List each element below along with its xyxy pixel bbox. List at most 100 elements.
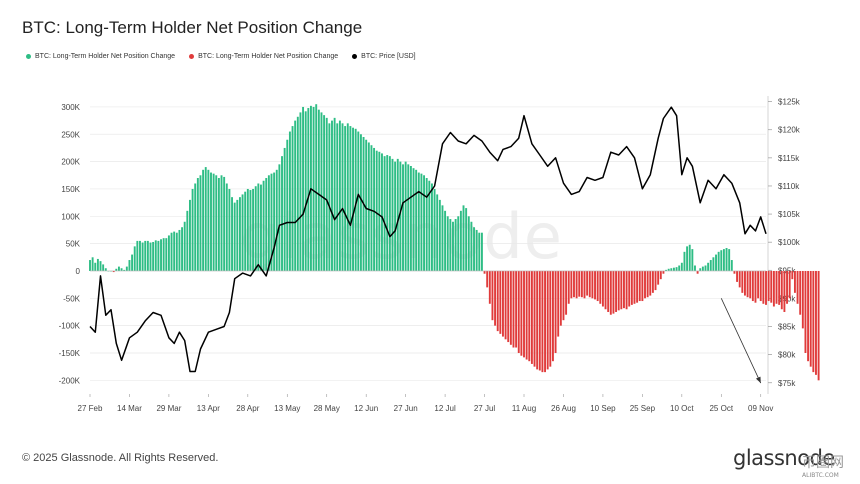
bar <box>375 150 378 271</box>
bar <box>183 221 186 271</box>
bar <box>115 268 118 271</box>
bar <box>486 270 489 288</box>
bar <box>473 227 475 271</box>
bar <box>365 139 368 271</box>
x-tick-label: 28 May <box>314 404 340 413</box>
y-tick-right: $110k <box>778 182 800 191</box>
bar <box>759 270 762 302</box>
bar <box>304 111 307 271</box>
bar <box>717 251 720 271</box>
bar <box>549 270 552 367</box>
bar <box>423 175 426 271</box>
bar <box>317 109 320 271</box>
bar <box>383 156 386 271</box>
bar <box>615 270 618 312</box>
bar <box>391 158 394 271</box>
bar <box>741 270 744 293</box>
bar <box>270 173 273 271</box>
bar <box>315 104 318 271</box>
bar <box>175 232 178 271</box>
bar <box>623 270 625 309</box>
chart-title: BTC: Long-Term Holder Net Position Chang… <box>22 18 363 37</box>
bar <box>260 184 262 271</box>
bar <box>815 270 817 375</box>
bar <box>417 172 420 271</box>
bar <box>149 242 152 271</box>
x-tick-label: 29 Mar <box>156 404 181 413</box>
bar <box>612 270 615 314</box>
bar <box>644 270 646 299</box>
annotation-arrow-head <box>755 376 761 384</box>
bar <box>341 123 344 271</box>
y-tick-left: -200K <box>59 376 81 385</box>
bar <box>512 270 515 348</box>
bar <box>596 270 599 302</box>
bar <box>278 164 281 271</box>
bar <box>223 176 226 271</box>
bar <box>160 239 162 271</box>
bar <box>120 268 123 271</box>
bar <box>181 227 184 271</box>
bar <box>167 235 170 271</box>
bar <box>528 270 531 362</box>
bar <box>394 161 397 271</box>
bar <box>793 270 796 293</box>
bar <box>536 270 539 370</box>
bar <box>786 270 788 304</box>
bar <box>601 270 604 307</box>
bar <box>775 270 778 304</box>
bar <box>396 158 399 271</box>
bar <box>323 115 326 271</box>
bar <box>604 270 607 310</box>
bar <box>236 199 239 271</box>
y-tick-right: $95k <box>778 266 796 275</box>
legend-item-negative[interactable]: BTC: Long-Term Holder Net Position Chang… <box>189 53 338 60</box>
bar <box>683 251 686 271</box>
bar <box>254 186 257 271</box>
bar <box>475 229 478 271</box>
site-watermark-logo: 币圈网 <box>802 455 844 471</box>
legend-item-positive[interactable]: BTC: Long-Term Holder Net Position Chang… <box>26 53 175 60</box>
bar <box>433 188 436 271</box>
bar <box>139 240 141 271</box>
x-tick-label: 10 Sep <box>590 404 616 413</box>
bar <box>744 270 746 296</box>
bar <box>249 190 252 271</box>
bar <box>344 126 347 271</box>
site-watermark-domain: ALIBTC.COM <box>802 472 839 479</box>
bar <box>580 270 583 298</box>
bar <box>125 266 128 271</box>
bar <box>141 242 144 271</box>
bar <box>407 164 410 271</box>
y-tick-left: -100K <box>59 322 81 331</box>
bar <box>189 199 191 271</box>
bar <box>504 270 507 340</box>
y-tick-left: 100K <box>61 212 80 221</box>
bar <box>173 231 176 271</box>
bar <box>333 117 336 271</box>
bar <box>520 270 523 356</box>
bar <box>730 260 733 271</box>
bar <box>478 232 481 271</box>
bar <box>165 238 168 271</box>
y-tick-left: 250K <box>61 130 80 139</box>
bar <box>573 270 575 298</box>
legend: BTC: Long-Term Holder Net Position Chang… <box>26 53 416 60</box>
bar <box>402 164 404 271</box>
bar <box>662 270 665 274</box>
bar <box>436 194 439 271</box>
bar <box>325 117 328 271</box>
bar <box>544 270 547 373</box>
legend-item-price[interactable]: BTC: Price [USD] <box>352 53 416 60</box>
x-tick-label: 25 Sep <box>630 404 656 413</box>
bar <box>370 145 373 271</box>
bar <box>488 270 491 304</box>
bar <box>570 270 573 299</box>
bar <box>772 270 775 307</box>
bar <box>523 270 525 358</box>
bar <box>765 270 767 305</box>
bar <box>210 172 212 271</box>
bar <box>533 270 536 367</box>
bar <box>609 270 612 315</box>
bar <box>299 112 302 271</box>
